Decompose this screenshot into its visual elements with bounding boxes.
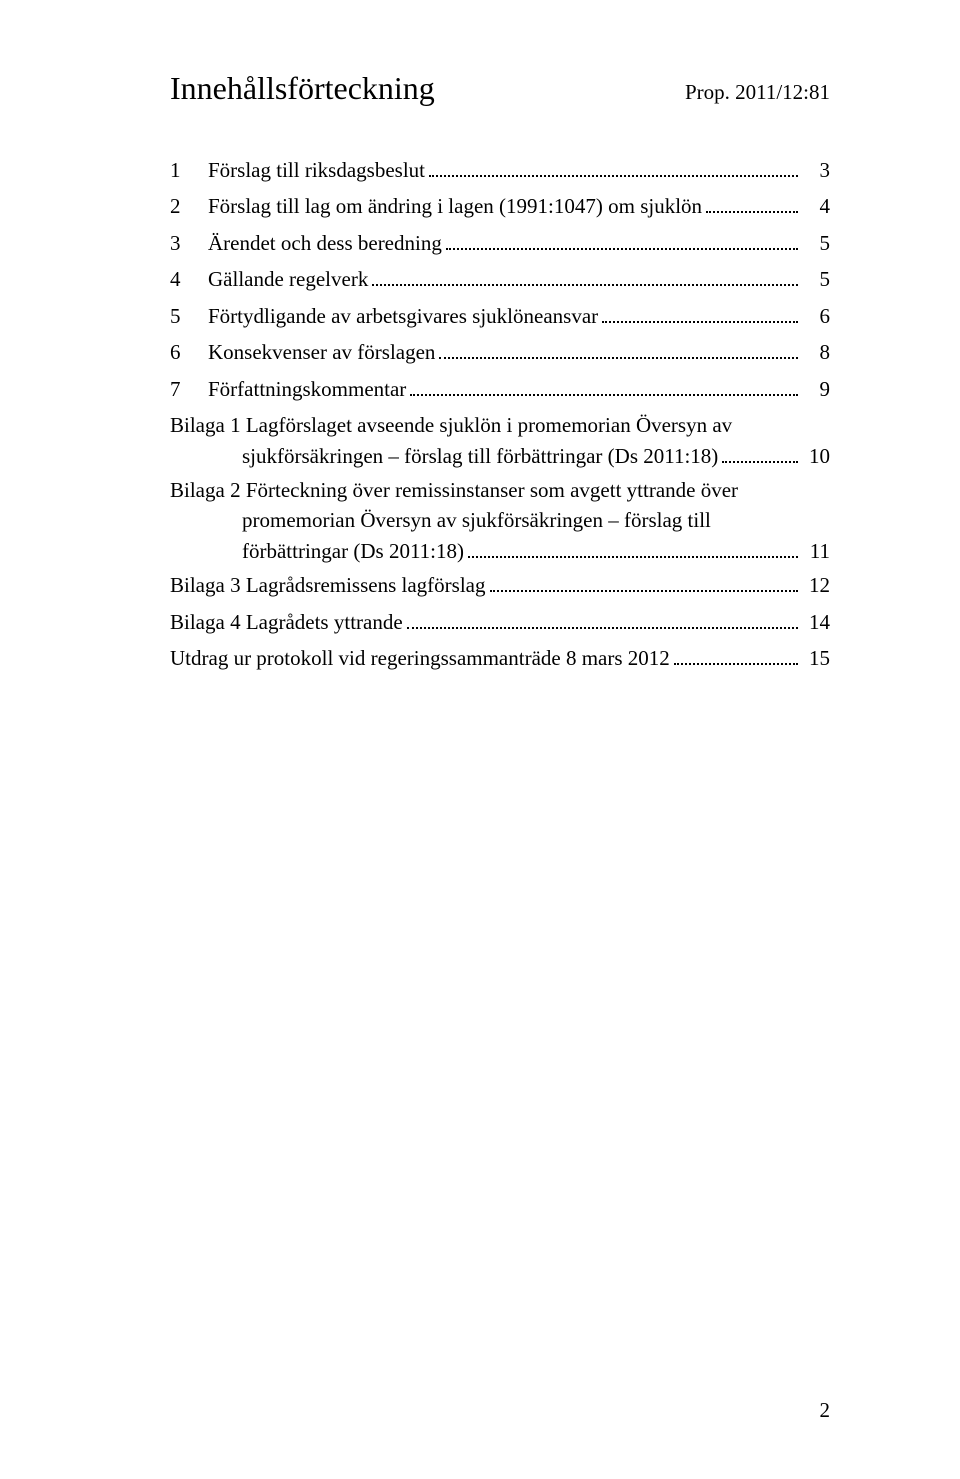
toc-appendix-indent: promemorian Översyn av sjukförsäkringen … (170, 505, 830, 566)
toc-number: 1 (170, 155, 208, 185)
toc-page: 14 (802, 607, 830, 637)
toc-entry: 6 Konsekvenser av förslagen 8 (170, 337, 830, 367)
toc-entry: 4 Gällande regelverk 5 (170, 264, 830, 294)
toc-page: 5 (802, 228, 830, 258)
toc-label: Förslag till lag om ändring i lagen (199… (208, 191, 702, 221)
toc-leader (429, 156, 798, 177)
toc-leader (468, 537, 798, 558)
toc-label: sjukförsäkringen – förslag till förbättr… (242, 441, 718, 471)
toc-page: 9 (802, 374, 830, 404)
toc-page: 3 (802, 155, 830, 185)
toc-leader (372, 265, 798, 286)
toc-entry: 2 Förslag till lag om ändring i lagen (1… (170, 191, 830, 221)
page-title: Innehållsförteckning (170, 70, 435, 107)
toc-entry: 3 Ärendet och dess beredning 5 (170, 228, 830, 258)
toc-leader (722, 442, 798, 463)
toc-number: 6 (170, 337, 208, 367)
toc-leader (706, 193, 798, 214)
toc-label: Författningskommentar (208, 374, 406, 404)
toc-page: 6 (802, 301, 830, 331)
toc-number: 3 (170, 228, 208, 258)
toc-entry: 5 Förtydligande av arbetsgivares sjuklön… (170, 301, 830, 331)
toc-page: 10 (802, 441, 830, 471)
toc-number: 2 (170, 191, 208, 221)
toc-entry: Utdrag ur protokoll vid regeringssammant… (170, 643, 830, 673)
page-number: 2 (820, 1398, 831, 1423)
toc-page: 5 (802, 264, 830, 294)
toc-appendix-lastline: förbättringar (Ds 2011:18) 11 (242, 536, 830, 566)
toc-appendix-line: Bilaga 1 Lagförslaget avseende sjuklön i… (170, 410, 830, 440)
toc-appendix-entry: Bilaga 2 Förteckning över remissinstanse… (170, 475, 830, 566)
toc-label: förbättringar (Ds 2011:18) (242, 536, 464, 566)
toc-label: Konsekvenser av förslagen (208, 337, 435, 367)
toc-appendix-lastline: sjukförsäkringen – förslag till förbättr… (242, 441, 830, 471)
toc-label: Bilaga 4 Lagrådets yttrande (170, 607, 403, 637)
toc-page: 8 (802, 337, 830, 367)
toc-label: Bilaga 3 Lagrådsremissens lagförslag (170, 570, 486, 600)
toc-leader (446, 229, 798, 250)
toc-number: 5 (170, 301, 208, 331)
toc-appendix-entry: Bilaga 4 Lagrådets yttrande 14 (170, 607, 830, 637)
toc-label: Förslag till riksdagsbeslut (208, 155, 425, 185)
toc-leader (602, 302, 798, 323)
toc-label: Ärendet och dess beredning (208, 228, 442, 258)
toc-page: 11 (802, 536, 830, 566)
toc-page: 4 (802, 191, 830, 221)
toc-appendix-line: Bilaga 2 Förteckning över remissinstanse… (170, 475, 830, 505)
table-of-contents: 1 Förslag till riksdagsbeslut 3 2 Försla… (170, 155, 830, 674)
toc-appendix-entry: Bilaga 3 Lagrådsremissens lagförslag 12 (170, 570, 830, 600)
toc-page: 15 (802, 643, 830, 673)
toc-leader (490, 571, 799, 592)
toc-appendix-line: promemorian Översyn av sjukförsäkringen … (242, 505, 830, 535)
toc-leader (674, 644, 798, 665)
toc-leader (410, 375, 798, 396)
toc-label: Förtydligande av arbetsgivares sjuklönea… (208, 301, 598, 331)
toc-number: 7 (170, 374, 208, 404)
prop-label: Prop. 2011/12:81 (685, 80, 830, 105)
toc-number: 4 (170, 264, 208, 294)
page: Innehållsförteckning Prop. 2011/12:81 1 … (0, 0, 960, 1479)
toc-label: Gällande regelverk (208, 264, 368, 294)
toc-leader (439, 338, 798, 359)
toc-appendix-indent: sjukförsäkringen – förslag till förbättr… (170, 441, 830, 471)
toc-leader (407, 608, 798, 629)
header-row: Innehållsförteckning Prop. 2011/12:81 (170, 70, 830, 107)
toc-appendix-entry: Bilaga 1 Lagförslaget avseende sjuklön i… (170, 410, 830, 471)
toc-page: 12 (802, 570, 830, 600)
toc-entry: 7 Författningskommentar 9 (170, 374, 830, 404)
toc-entry: 1 Förslag till riksdagsbeslut 3 (170, 155, 830, 185)
toc-label: Utdrag ur protokoll vid regeringssammant… (170, 643, 670, 673)
